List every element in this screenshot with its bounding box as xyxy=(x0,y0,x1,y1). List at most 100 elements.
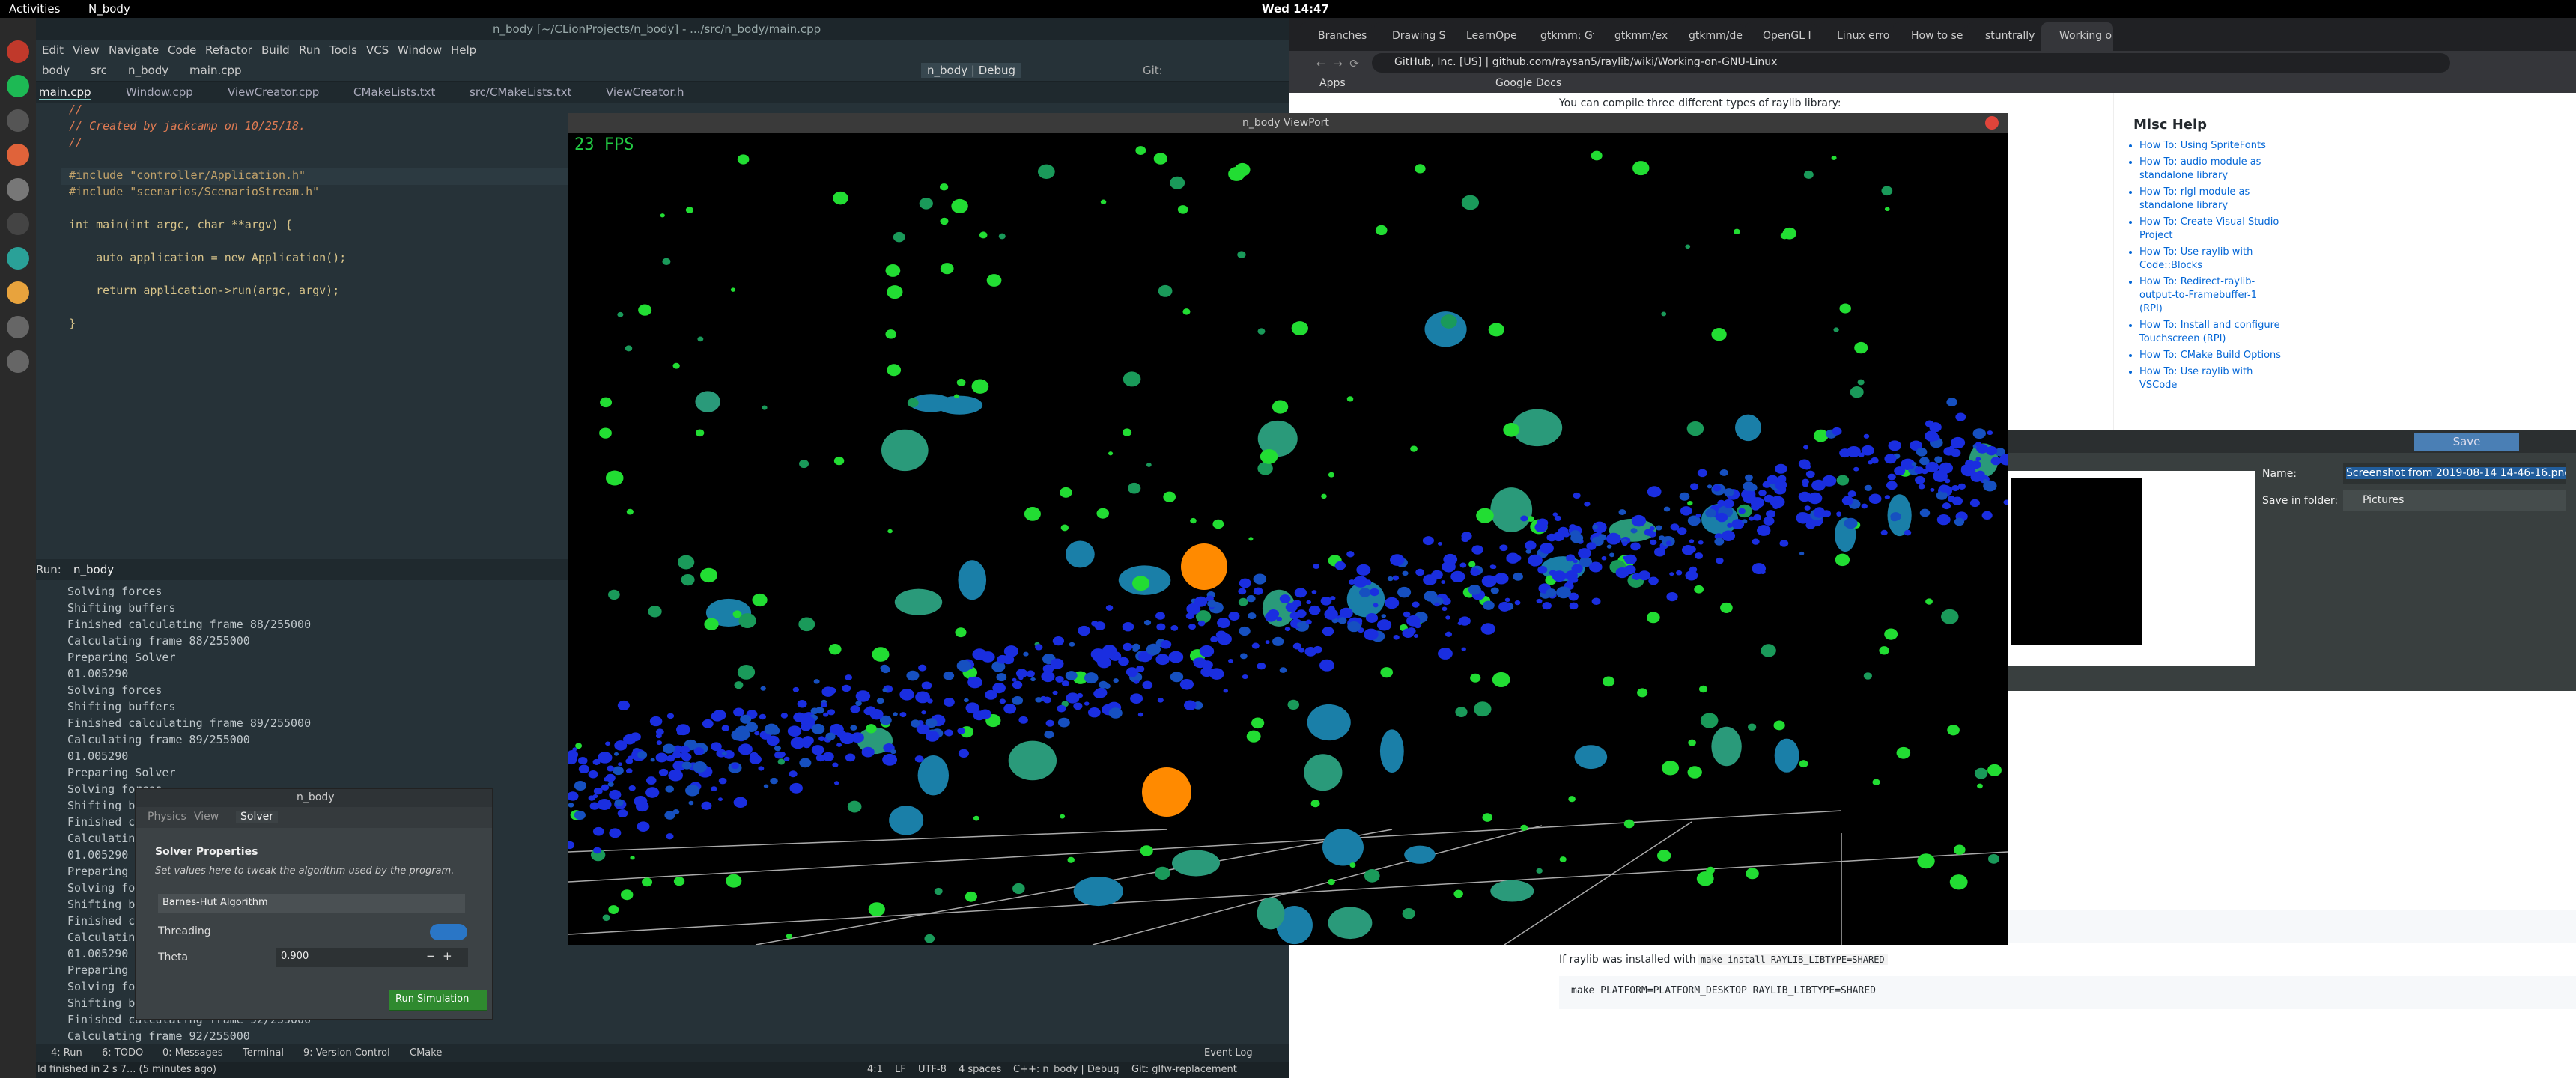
body xyxy=(1995,448,2006,457)
body xyxy=(638,304,652,316)
clock[interactable]: Wed 14:47 xyxy=(1262,2,1329,16)
help-link[interactable]: How To: Use raylib with Code::Blocks xyxy=(2139,246,2282,272)
editor-tab[interactable]: ViewCreator.cpp xyxy=(228,85,320,99)
tool-tab[interactable]: 6: TODO xyxy=(102,1047,144,1059)
menu-item[interactable]: Edit xyxy=(42,43,64,57)
help-link[interactable]: How To: Create Visual Studio Project xyxy=(2139,216,2282,243)
menu-item[interactable]: Help xyxy=(451,43,477,57)
tool-tab[interactable]: CMake xyxy=(410,1047,443,1059)
body xyxy=(1591,597,1601,606)
run-tab[interactable]: n_body xyxy=(73,563,115,576)
body xyxy=(1936,490,1948,500)
body xyxy=(934,887,943,895)
theta-spin[interactable]: 0.900 − + xyxy=(276,948,468,967)
menu-item[interactable]: Build xyxy=(261,43,290,57)
browser-tab[interactable]: How to se xyxy=(1893,22,1965,51)
body xyxy=(1228,658,1234,663)
tool-tab[interactable]: 0: Messages xyxy=(162,1047,223,1059)
browser-tab[interactable]: gtkmm: Gt xyxy=(1522,22,1594,51)
body xyxy=(693,761,707,773)
body xyxy=(726,874,742,888)
body xyxy=(973,815,979,821)
body xyxy=(1228,612,1240,621)
bookmark[interactable]: Apps xyxy=(1319,77,1346,89)
editor-tab[interactable]: Window.cpp xyxy=(126,85,193,99)
run-button[interactable]: Run Simulation xyxy=(389,990,487,1011)
app-menu[interactable]: N_body xyxy=(88,2,130,16)
help-link[interactable]: How To: audio module as standalone libra… xyxy=(2139,156,2282,183)
browser-tab[interactable]: Working o xyxy=(2041,22,2113,51)
body xyxy=(1657,850,1671,862)
nav-buttons[interactable]: ← → ⟳ xyxy=(1316,57,1359,70)
close-button[interactable] xyxy=(1985,116,1999,130)
run-config[interactable]: n_body | Debug xyxy=(921,63,1022,78)
body xyxy=(1615,567,1629,579)
activities[interactable]: Activities xyxy=(9,2,61,16)
tool-tab[interactable]: Terminal xyxy=(243,1047,284,1059)
body xyxy=(1738,508,1746,514)
editor-tab[interactable]: main.cpp xyxy=(39,85,91,100)
browser-tab[interactable]: OpenGL I xyxy=(1745,22,1817,51)
body xyxy=(1373,603,1379,607)
spin-buttons[interactable]: − + xyxy=(426,949,452,963)
body xyxy=(1723,499,1734,508)
menu-item[interactable]: VCS xyxy=(366,43,389,57)
name-field[interactable]: Screenshot from 2019-08-14 14-46-16.png xyxy=(2343,463,2566,484)
solver-tab[interactable]: Solver xyxy=(236,811,278,823)
menu-item[interactable]: Run xyxy=(299,43,321,57)
browser-tab[interactable]: Branches xyxy=(1300,22,1372,51)
menu-item[interactable]: View xyxy=(73,43,100,57)
body xyxy=(1685,244,1691,249)
menu-item[interactable]: Refactor xyxy=(205,43,252,57)
browser-tab[interactable]: LearnOpe xyxy=(1448,22,1520,51)
body xyxy=(1779,540,1789,547)
solver-tab[interactable]: Physics xyxy=(148,811,186,823)
algorithm-combo[interactable]: Barnes-Hut Algorithm xyxy=(158,894,465,913)
body xyxy=(899,712,907,718)
browser-tab[interactable]: Drawing S xyxy=(1374,22,1446,51)
threading-switch[interactable] xyxy=(430,924,467,940)
omnibox[interactable]: GitHub, Inc. [US] | github.com/raysan5/r… xyxy=(1372,53,2450,73)
browser-tab[interactable]: stuntrally xyxy=(1967,22,2039,51)
folder-combo[interactable]: Pictures xyxy=(2343,490,2566,511)
editor-tab[interactable]: CMakeLists.txt xyxy=(353,85,436,99)
help-link[interactable]: How To: Using SpriteFonts xyxy=(2139,139,2282,153)
body xyxy=(666,833,674,840)
help-link[interactable]: How To: CMake Build Options xyxy=(2139,349,2282,362)
help-link[interactable]: How To: Install and configure Touchscree… xyxy=(2139,319,2282,346)
cmd2: make PLATFORM=PLATFORM_DESKTOP RAYLIB_LI… xyxy=(1571,985,1876,996)
solver-tab[interactable]: View xyxy=(194,811,219,823)
link-list: How To: Using SpriteFonts How To: audio m… xyxy=(2118,139,2282,395)
body xyxy=(1292,600,1302,608)
body xyxy=(798,617,815,632)
body xyxy=(1665,540,1672,546)
event-log[interactable]: Event Log xyxy=(1204,1047,1253,1059)
editor-tab[interactable]: src/CMakeLists.txt xyxy=(470,85,572,99)
body xyxy=(1623,819,1635,829)
help-link[interactable]: How To: Use raylib with VSCode xyxy=(2139,365,2282,392)
body xyxy=(786,934,792,939)
menu-item[interactable]: Navigate xyxy=(109,43,160,57)
body xyxy=(1589,561,1603,573)
menu-item[interactable]: Window xyxy=(398,43,443,57)
browser-tab[interactable]: gtkmm/de xyxy=(1671,22,1743,51)
body xyxy=(1933,470,1948,482)
bookmark[interactable]: Google Docs xyxy=(1495,77,1562,89)
help-link[interactable]: How To: Redirect-raylib-output-to-Frameb… xyxy=(2139,275,2282,316)
tool-tab[interactable]: 4: Run xyxy=(51,1047,82,1059)
editor-tab[interactable]: ViewCreator.h xyxy=(606,85,684,99)
body xyxy=(1918,484,1925,490)
browser-tab[interactable]: Linux erro xyxy=(1819,22,1891,51)
solver-tabs: Physics View Solver xyxy=(136,807,492,828)
menu-item[interactable]: Code xyxy=(168,43,197,57)
browser-tab[interactable]: gtkmm/ex xyxy=(1597,22,1668,51)
git-label: Git: xyxy=(1143,64,1163,77)
body xyxy=(885,329,896,339)
menu-item[interactable]: Tools xyxy=(329,43,357,57)
body xyxy=(1260,448,1278,464)
body xyxy=(630,856,635,860)
save-button[interactable]: Save xyxy=(2414,433,2519,451)
tool-tab[interactable]: 9: Version Control xyxy=(303,1047,390,1059)
body xyxy=(1143,619,1152,626)
help-link[interactable]: How To: rlgl module as standalone librar… xyxy=(2139,186,2282,213)
